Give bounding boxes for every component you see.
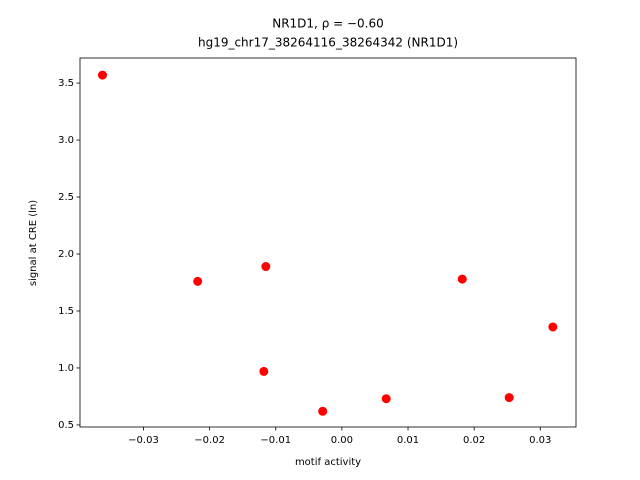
y-tick-label: 2.0 bbox=[58, 249, 74, 260]
x-tick-label: −0.01 bbox=[260, 435, 291, 446]
y-tick-label: 3.0 bbox=[58, 135, 74, 146]
point bbox=[261, 262, 271, 272]
x-tick-label: 0.03 bbox=[529, 435, 551, 446]
y-tick-label: 1.5 bbox=[58, 306, 74, 317]
point bbox=[504, 393, 514, 403]
point bbox=[259, 366, 269, 376]
plot-frame bbox=[79, 57, 577, 428]
chart-title: NR1D1, ρ = −0.60 bbox=[272, 17, 384, 31]
y-tick-label: 2.5 bbox=[58, 192, 74, 203]
x-tick-label: 0.02 bbox=[463, 435, 485, 446]
x-axis-label: motif activity bbox=[295, 457, 361, 468]
point bbox=[548, 322, 558, 332]
y-axis-label: signal at CRE (ln) bbox=[28, 200, 39, 286]
x-tick-label: −0.03 bbox=[128, 435, 159, 446]
point bbox=[381, 394, 391, 404]
x-tick-label: 0.01 bbox=[397, 435, 419, 446]
point bbox=[97, 70, 107, 80]
y-tick-label: 1.0 bbox=[58, 363, 74, 374]
x-tick-label: −0.02 bbox=[194, 435, 225, 446]
y-tick-label: 3.5 bbox=[58, 78, 74, 89]
x-tick-label: 0.00 bbox=[331, 435, 353, 446]
chart-subtitle: hg19_chr17_38264116_38264342 (NR1D1) bbox=[198, 36, 458, 50]
point bbox=[457, 274, 467, 284]
point bbox=[318, 406, 328, 416]
y-tick-label: 0.5 bbox=[58, 420, 74, 431]
point bbox=[193, 276, 203, 286]
